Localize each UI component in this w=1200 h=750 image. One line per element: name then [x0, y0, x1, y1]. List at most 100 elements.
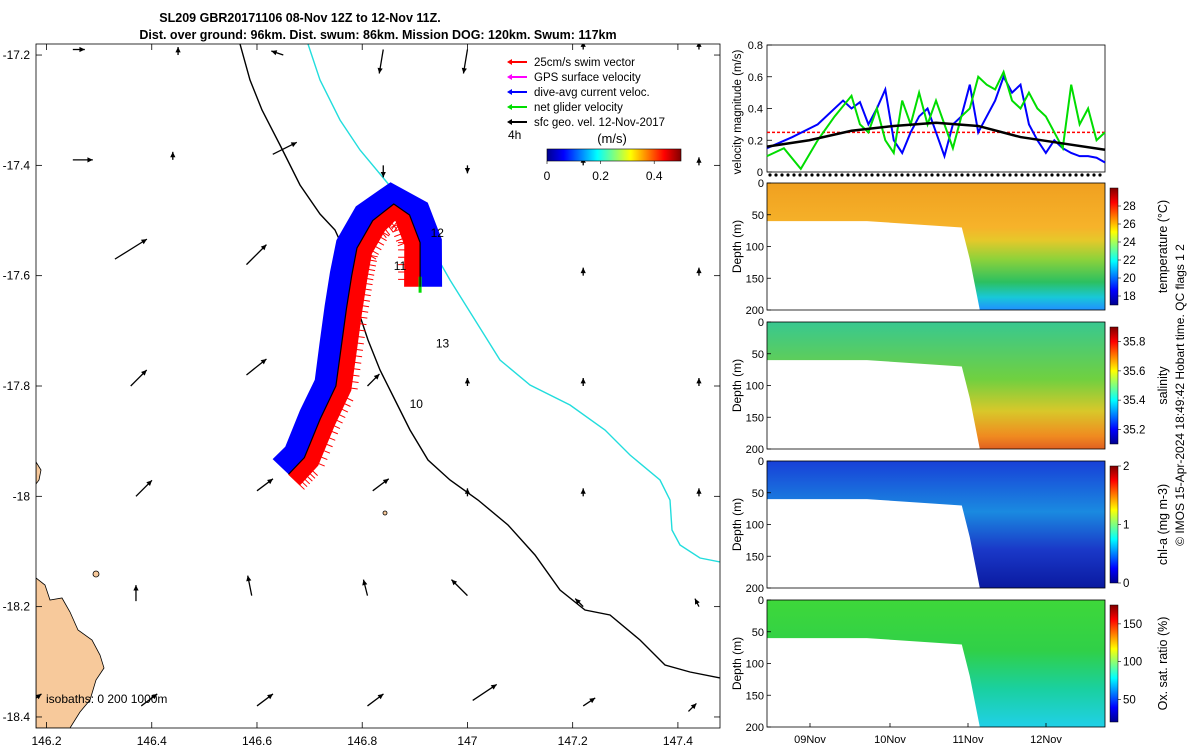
time-marker	[906, 173, 910, 177]
time-marker	[942, 173, 946, 177]
depth-tick-label: 100	[746, 520, 764, 532]
time-tick-label: 12Nov	[1030, 734, 1062, 746]
depth-tick-label: 150	[746, 551, 764, 563]
geo-velocity-arrowhead	[490, 684, 497, 690]
time-marker	[954, 173, 958, 177]
land-islet	[382, 510, 388, 516]
map-x-tick-label: 147.4	[663, 734, 693, 748]
glider-swath	[272, 182, 443, 490]
geo-velocity-arrowhead	[580, 267, 586, 274]
legend-label: 25cm/s swim vector	[534, 57, 635, 69]
legend-arrowhead	[507, 89, 512, 95]
legend-arrowhead	[507, 104, 512, 110]
depth-tick-label: 150	[746, 273, 764, 285]
swim-vector	[395, 232, 417, 242]
profile-colorbar-tick-label: 2	[1123, 461, 1129, 473]
speed-colorbar	[546, 148, 682, 162]
time-step-label: 4h	[508, 128, 521, 142]
map-legend: 25cm/s swim vector GPS surface velocity di…	[507, 57, 665, 129]
time-marker	[978, 173, 982, 177]
colorbar-title: (m/s)	[597, 131, 627, 146]
velocity-y-tick-label: 0.4	[748, 104, 763, 116]
swim-vector	[309, 444, 331, 454]
swim-vector	[356, 247, 377, 260]
time-marker	[846, 173, 850, 177]
geo-velocity-arrowhead	[696, 488, 702, 494]
swim-vector	[394, 228, 416, 238]
time-marker	[990, 173, 994, 177]
profile-colorbar-tick-label: 35.8	[1123, 337, 1145, 349]
time-marker	[1032, 173, 1036, 177]
swim-vector	[348, 297, 370, 302]
geo-velocity-arrowhead	[373, 374, 380, 380]
time-marker	[1038, 173, 1042, 177]
geo-velocity-arrowhead	[696, 157, 702, 163]
legend-label: net glider velocity	[534, 102, 623, 114]
profile-colorbar-tick-label: 22	[1123, 255, 1136, 267]
swim-vector	[336, 379, 359, 384]
swim-vector	[350, 280, 373, 286]
time-marker	[816, 173, 820, 177]
velocity-y-label: velocity magnitude (m/s)	[732, 50, 744, 175]
profile-data-field	[767, 600, 1105, 727]
profile-colorbar-tick-label: 50	[1123, 694, 1136, 706]
velocity-series-line	[766, 121, 1106, 152]
geo-velocity-arrowhead	[260, 358, 267, 365]
swim-vector	[348, 291, 371, 297]
time-marker	[840, 173, 844, 177]
depth-tick-label: 100	[746, 242, 764, 254]
profile-colorbar-tick-label: 35.4	[1123, 395, 1146, 407]
time-marker	[1068, 173, 1072, 177]
geo-velocity-arrowhead	[451, 579, 458, 586]
time-marker	[924, 173, 928, 177]
time-marker	[1086, 173, 1090, 177]
swim-vector	[335, 385, 358, 390]
swim-vector	[290, 471, 308, 488]
geo-velocity-arrowhead	[362, 579, 368, 586]
velocity-plot-frame	[766, 44, 1106, 173]
legend-arrowhead	[507, 119, 512, 125]
geo-velocity-arrowhead	[377, 67, 383, 74]
time-marker	[900, 173, 904, 177]
geo-velocity-arrowhead	[267, 693, 273, 700]
time-marker	[1026, 173, 1030, 177]
time-marker	[1098, 173, 1102, 177]
geo-velocity-arrowhead	[87, 157, 93, 163]
swim-vector	[353, 265, 376, 272]
swim-vector	[338, 366, 361, 371]
time-marker	[1014, 173, 1018, 177]
velocity-y-tick-label: 0.6	[748, 72, 763, 84]
geo-velocity-arrowhead	[133, 585, 139, 591]
geo-velocity-arrowhead	[589, 697, 596, 704]
swim-vector	[343, 327, 366, 332]
geo-velocity-arrowhead	[380, 171, 386, 178]
time-marker	[888, 173, 892, 177]
map-x-tick-label: 146.8	[347, 734, 377, 748]
profile-colorbar-tick-label: 1	[1123, 520, 1129, 532]
geo-velocity-arrowhead	[696, 378, 702, 384]
profile-frame	[766, 599, 1106, 728]
depth-tick-label: 50	[752, 488, 764, 500]
time-marker	[960, 173, 964, 177]
geo-velocity-arrowhead	[464, 488, 471, 494]
swim-vector	[351, 275, 374, 281]
swim-vector	[319, 418, 341, 430]
map-y-tick-label: -18	[13, 489, 31, 503]
isobath-line	[239, 44, 720, 679]
glider-track-line	[288, 203, 421, 475]
depth-tick-label: 100	[746, 659, 764, 671]
time-marker	[852, 173, 856, 177]
time-marker	[786, 173, 790, 177]
time-marker	[966, 173, 970, 177]
geo-velocity-arrowhead	[79, 46, 85, 53]
geo-velocity-arrowhead	[170, 151, 176, 158]
profile-colorbar-tick-label: 35.6	[1123, 366, 1145, 378]
swim-vector	[344, 321, 367, 326]
time-marker	[1050, 173, 1054, 177]
geo-velocity-arrowhead	[290, 142, 297, 148]
profile-panel-temperature: 18 20 22 24 26 28 temperature (°C) 0 50 100 150 200…	[730, 178, 1170, 317]
profile-frame	[766, 321, 1106, 450]
velocity-y-tick-label: 0.2	[748, 135, 763, 147]
map-y-tick-label: -17.6	[3, 269, 31, 283]
